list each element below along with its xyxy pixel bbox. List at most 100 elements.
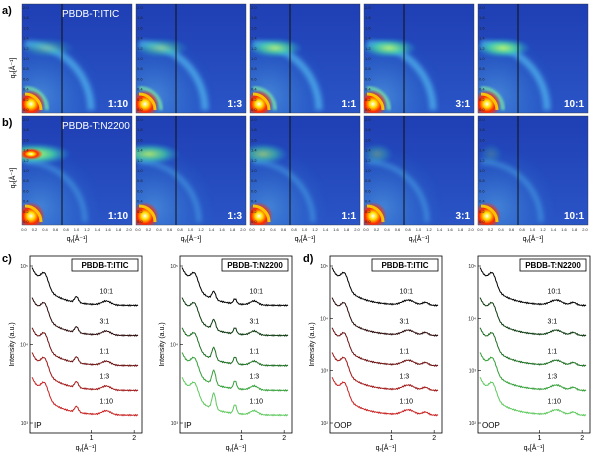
map-xtick: 1.0	[188, 227, 194, 232]
map-ytick: 2.0	[137, 117, 143, 122]
map-ratio-label: 1:10	[108, 99, 128, 110]
map-b-1:1: 2.0 1.8 1.6 1.4 1.2 1.0 0.8 0.6 0.4 0.2 0.0 1:1	[249, 115, 361, 226]
map-ytick: 0.0	[365, 107, 371, 112]
ytick-label: 10³	[171, 421, 179, 427]
corner-label: IP	[184, 421, 192, 430]
map-xtick: 0.2	[374, 227, 380, 232]
map-ytick: 0.6	[137, 188, 143, 193]
map-ytick: 1.2	[479, 46, 485, 51]
map-xtick: 0.0	[477, 227, 483, 232]
ytick-label: 10²	[469, 421, 477, 427]
map-ytick: 0.0	[479, 219, 485, 224]
plot-ylabel: Intensity (a.u.)	[9, 322, 16, 366]
material-box	[519, 258, 587, 272]
map-ytick: 0.4	[251, 87, 257, 92]
curve-label: 1:10	[99, 398, 113, 405]
map-xtick: 0.4	[498, 227, 504, 232]
map-xtick: 0.6	[53, 227, 59, 232]
map-ytick: 1.2	[23, 158, 29, 163]
map-xtick: 1.8	[230, 227, 236, 232]
map-xtick: 1.8	[344, 227, 350, 232]
map-xtick: 1.2	[426, 227, 432, 232]
map-material-label: PBDB-T:ITIC	[62, 9, 119, 20]
map-ratio-label: 1:3	[228, 211, 243, 222]
curve-10-1	[31, 267, 139, 307]
plot-ylabel: Intensity (a.u.)	[309, 322, 316, 366]
curve-1-3	[331, 352, 439, 392]
map-xtick: 1.0	[74, 227, 80, 232]
plot-ylabel: Intensity (a.u.)	[159, 322, 166, 366]
map-ytick: 1.4	[479, 36, 485, 41]
curve-label: 1:3	[399, 374, 409, 381]
map-ytick: 1.4	[365, 148, 371, 153]
map-ytick: 1.8	[137, 15, 143, 20]
map-xtick: 1.4	[323, 227, 329, 232]
map-ytick: 1.2	[365, 46, 371, 51]
map-b-10:1: 2.0 1.8 1.6 1.4 1.2 1.0 0.8 0.6 0.4 0.2 0.0 10:1	[477, 115, 589, 226]
curve-3-1	[31, 297, 139, 337]
map-b-1:3: 2.0 1.8 1.6 1.4 1.2 1.0 0.8 0.6 0.4 0.2 0.0 1:3	[135, 115, 247, 226]
panel-b-xlabels: 0.0 0.2 0.4 0.6 0.8 1.0 1.2 1.4 1.6 1.8 2.0 qᵧ[Å⁻¹]…	[21, 227, 588, 243]
panel-b-ylabel: qₓ[Å⁻¹]	[8, 168, 17, 189]
map-ytick: 0.8	[479, 178, 485, 183]
map-ytick: 1.8	[365, 127, 371, 132]
map-ytick: 0.8	[137, 178, 143, 183]
map-ytick: 2.0	[479, 5, 485, 10]
map-xtick: 0.6	[281, 227, 287, 232]
map-ytick: 0.4	[479, 199, 485, 204]
map-ytick: 1.4	[23, 148, 29, 153]
map-ytick: 2.0	[365, 117, 371, 122]
curve-3-1	[479, 297, 587, 337]
map-ratio-label: 1:3	[228, 99, 243, 110]
map-ytick: 0.4	[365, 199, 371, 204]
map-a-3:1: 2.0 1.8 1.6 1.4 1.2 1.0 0.8 0.6 0.4 0.2 0.0 3:1	[363, 3, 475, 114]
map-xtick: 0.0	[363, 227, 369, 232]
map-ytick: 0.0	[137, 107, 143, 112]
map-ytick: 0.4	[23, 199, 29, 204]
map-xtick: 0.8	[519, 227, 525, 232]
map-ytick: 0.8	[251, 178, 257, 183]
xtick-label: 2	[132, 435, 136, 442]
map-ytick: 0.2	[137, 209, 143, 214]
ytick-label: 10²	[321, 421, 329, 427]
curve-label: 1:10	[547, 398, 561, 405]
map-xtick: 1.2	[540, 227, 546, 232]
map-ytick: 0.2	[23, 209, 29, 214]
map-ytick: 1.4	[137, 148, 143, 153]
curve-1-1	[331, 327, 439, 368]
map-xlabel: qᵧ[Å⁻¹]	[409, 234, 430, 243]
curve-label: 1:1	[399, 349, 409, 356]
plot-frame	[29, 255, 143, 434]
xtick-label: 2	[580, 435, 584, 442]
plot-d-itic: 10:1 3:1 1:1 1:3 1:10 PBDB-T:ITIC OOP 10⁵ 10⁴ 10³…	[309, 255, 443, 452]
map-ratio-label: 3:1	[456, 211, 471, 222]
map-ytick: 1.2	[365, 158, 371, 163]
material-box	[371, 258, 439, 272]
map-xtick: 1.6	[105, 227, 111, 232]
map-xtick: 0.4	[42, 227, 48, 232]
map-ytick: 0.8	[23, 66, 29, 71]
curve-label: 1:3	[99, 374, 109, 381]
map-ytick: 1.8	[365, 15, 371, 20]
plot-xlabel: qᵧ[Å⁻¹]	[76, 443, 97, 452]
map-ytick: 0.4	[479, 87, 485, 92]
map-ytick: 1.4	[251, 36, 257, 41]
map-xtick: 0.8	[405, 227, 411, 232]
map-ytick: 1.2	[251, 158, 257, 163]
map-xtick: 1.4	[95, 227, 101, 232]
plot-d-n2200: 10:1 3:1 1:1 1:3 1:10 PBDB-T:N2200 OOP 10⁵ 10⁴ 10…	[468, 255, 591, 452]
xtick-label: 1	[90, 435, 94, 442]
curve-3-1	[181, 297, 289, 337]
map-xlabel: qᵧ[Å⁻¹]	[295, 234, 316, 243]
curve-label: 10:1	[547, 289, 561, 296]
map-ytick: 0.2	[365, 209, 371, 214]
map-ytick: 1.8	[479, 127, 485, 132]
map-ytick: 0.2	[479, 209, 485, 214]
curve-3-1	[331, 297, 439, 337]
map-ytick: 1.0	[251, 56, 257, 61]
corner-label: IP	[34, 421, 42, 430]
ytick-label: 10⁴	[320, 316, 328, 322]
map-ratio-label: 10:1	[564, 99, 584, 110]
map-ytick: 1.4	[23, 36, 29, 41]
curve-1-3	[181, 352, 289, 392]
